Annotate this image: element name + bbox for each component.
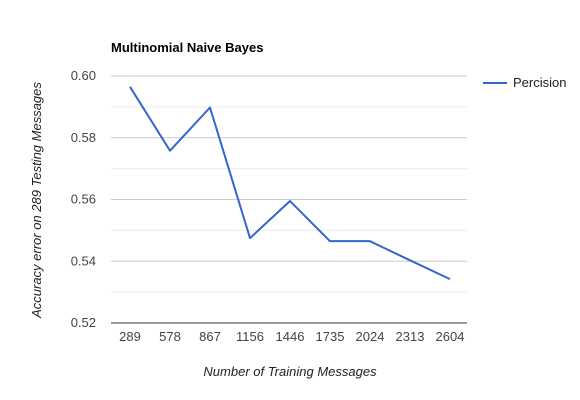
y-tick-label: 0.54 bbox=[71, 253, 96, 268]
legend: Percision bbox=[483, 75, 566, 90]
x-tick-label: 1735 bbox=[316, 329, 345, 344]
series-layer bbox=[129, 86, 451, 281]
chart-title: Multinomial Naive Bayes bbox=[111, 40, 263, 55]
y-tick-label: 0.60 bbox=[71, 68, 96, 83]
y-tick-label: 0.58 bbox=[71, 130, 96, 145]
x-tick-label: 1156 bbox=[236, 329, 264, 344]
x-tick-label: 867 bbox=[199, 329, 221, 344]
y-tick-labels: 0.52 0.54 0.56 0.58 0.60 bbox=[71, 68, 96, 330]
legend-label: Percision bbox=[513, 75, 566, 90]
y-tick-label: 0.56 bbox=[71, 192, 96, 207]
x-tick-label: 2313 bbox=[396, 329, 425, 344]
y-axis-title: Accuracy error on 289 Testing Messages bbox=[29, 82, 44, 319]
x-tick-label: 2604 bbox=[436, 329, 465, 344]
gridlines bbox=[111, 75, 467, 324]
x-axis-title: Number of Training Messages bbox=[203, 364, 377, 379]
x-tick-label: 289 bbox=[119, 329, 141, 344]
y-tick-label: 0.52 bbox=[71, 315, 96, 330]
x-tick-label: 2024 bbox=[356, 329, 385, 344]
x-tick-labels: 289 578 867 1156 1446 1735 2024 2313 2604 bbox=[119, 329, 464, 344]
x-tick-label: 578 bbox=[159, 329, 181, 344]
x-tick-label: 1446 bbox=[276, 329, 305, 344]
